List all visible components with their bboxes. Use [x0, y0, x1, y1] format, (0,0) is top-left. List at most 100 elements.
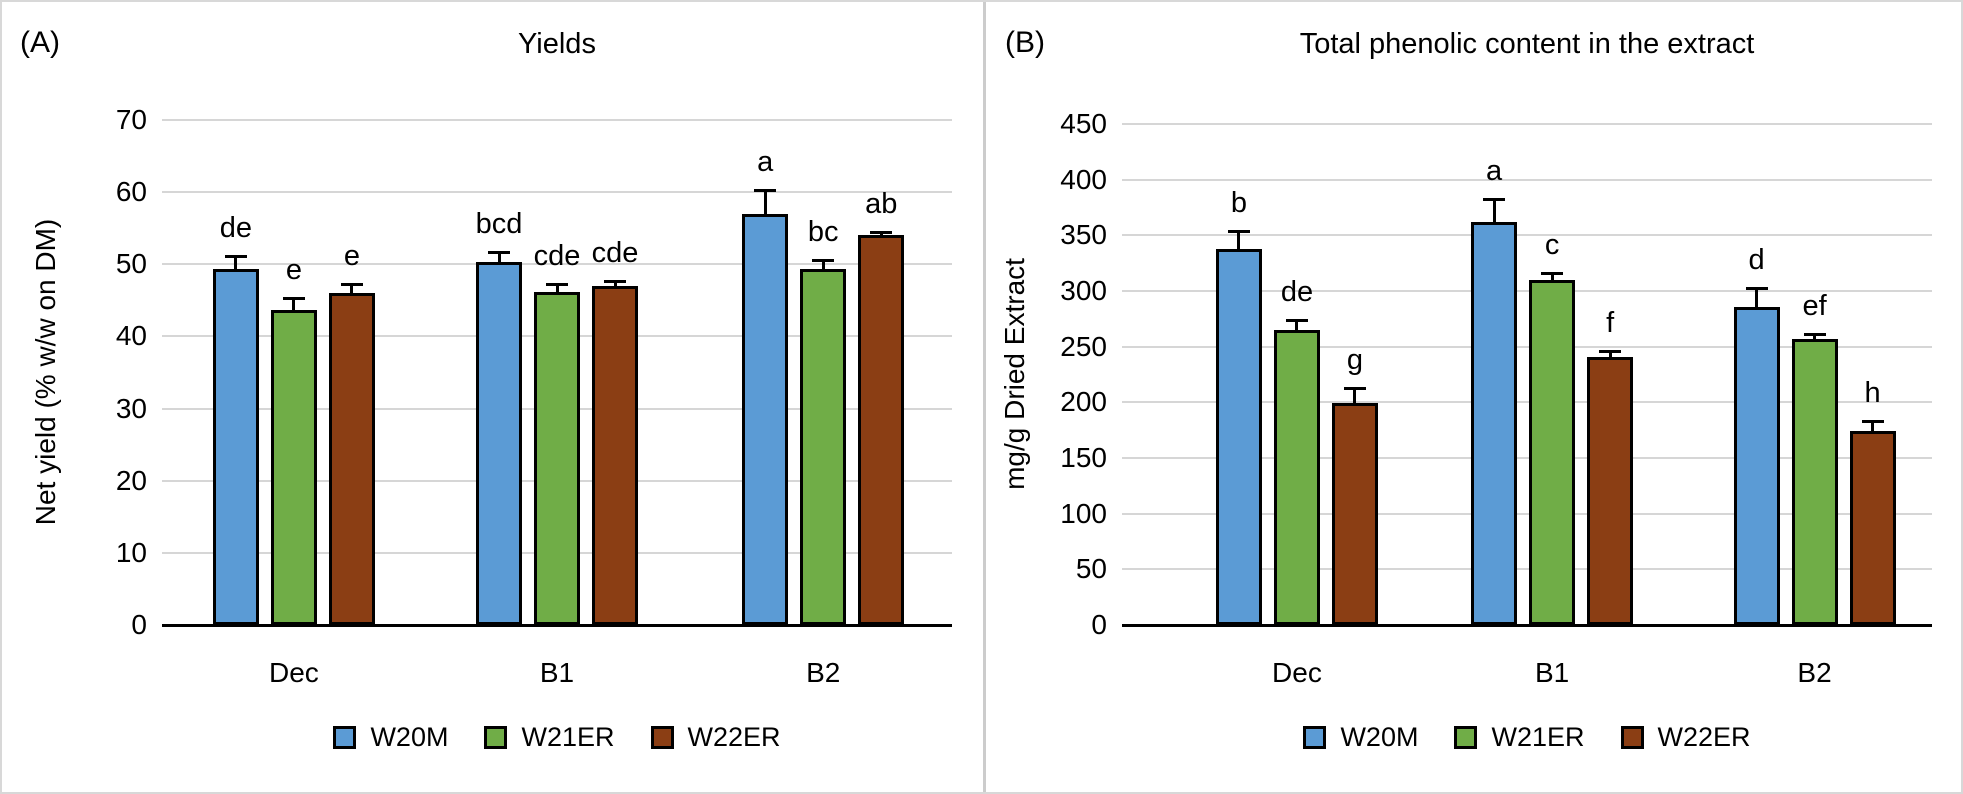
x-axis-line — [162, 624, 952, 627]
bar-w20m-dec — [1215, 248, 1262, 625]
legend-item-w21er: W21ER — [1454, 722, 1585, 752]
legend-item-w21er: W21ER — [484, 722, 615, 752]
y-tick-label: 450 — [1060, 108, 1107, 139]
x-tick-label: Dec — [269, 657, 319, 688]
y-tick-label: 60 — [115, 176, 147, 208]
legend-label: W21ER — [1491, 722, 1585, 752]
y-tick-label: 200 — [1060, 386, 1107, 418]
legend-swatch-w20m — [1303, 725, 1327, 749]
panel-b-phenolic: (B) Total phenolic content in the extrac… — [987, 2, 1961, 792]
gridline — [1122, 512, 1932, 515]
error-bar-line — [1608, 351, 1612, 357]
gridline — [1122, 234, 1932, 237]
y-tick-label: 40 — [115, 320, 147, 352]
panel-a-label: (A) — [20, 26, 60, 59]
legend-swatch-w21er — [484, 725, 508, 749]
gridline — [1122, 457, 1932, 459]
error-bar-cap — [1861, 420, 1884, 424]
legend-swatch-w21er — [1454, 725, 1478, 749]
significance-letter: d — [1748, 243, 1765, 276]
bar-w22er-b2 — [858, 235, 905, 625]
panel-b-chart-title: Total phenolic content in the extract — [1299, 28, 1755, 60]
legend-label: W21ER — [521, 722, 615, 752]
panel-a-legend: W20M W21ER W22ER — [162, 720, 952, 754]
bar-w20m-b2 — [1733, 306, 1780, 625]
gridline — [1122, 123, 1932, 125]
error-bar-line — [821, 259, 825, 269]
bar-w21er-b1 — [1529, 279, 1576, 625]
panel-b-label: (B) — [1005, 26, 1045, 59]
error-bar-cap — [1599, 350, 1622, 354]
significance-letter: ef — [1802, 290, 1827, 323]
error-bar-cap — [224, 255, 247, 259]
error-bar-cap — [1541, 272, 1564, 276]
error-bar-line — [613, 280, 617, 286]
significance-letter: de — [1280, 275, 1314, 308]
error-bar-line — [1237, 230, 1241, 249]
error-bar-cap — [1803, 333, 1826, 337]
error-bar-cap — [1745, 286, 1768, 290]
bar-w20m-b2 — [742, 213, 789, 625]
error-bar-line — [292, 298, 296, 310]
error-bar-cap — [1285, 318, 1308, 322]
x-tick-label: B1 — [539, 657, 575, 688]
error-bar-cap — [754, 188, 777, 192]
gridline — [1122, 568, 1932, 571]
gridline — [1122, 178, 1932, 181]
bar-w22er-dec — [1331, 403, 1378, 625]
gridline — [162, 119, 952, 121]
legend-label: W22ER — [687, 722, 781, 752]
error-bar-line — [497, 252, 501, 263]
y-tick-label: 350 — [1060, 219, 1107, 251]
error-bar-cap — [870, 230, 893, 234]
y-tick-label: 400 — [1060, 163, 1107, 195]
bar-w21er-b2 — [800, 268, 847, 625]
legend-label: W22ER — [1657, 722, 1751, 752]
bar-w22er-b1 — [1587, 356, 1634, 625]
error-bar-cap — [282, 297, 305, 301]
legend-label: W20M — [370, 722, 449, 752]
legend-item-w22er: W22ER — [650, 722, 781, 752]
x-tick-label: Dec — [1272, 657, 1322, 688]
error-bar-cap — [488, 251, 510, 255]
bar-w21er-b2 — [1791, 338, 1838, 625]
significance-letter: bc — [807, 215, 839, 248]
error-bar-line — [1813, 334, 1817, 339]
panel-b-legend: W20M W21ER W22ER — [1122, 720, 1932, 754]
error-bar-line — [234, 256, 238, 270]
y-tick-label: 100 — [1060, 497, 1107, 529]
bar-w21er-b1 — [534, 291, 580, 625]
y-tick-label: 0 — [131, 609, 147, 640]
significance-letter: ab — [865, 187, 898, 220]
gridline — [162, 191, 952, 194]
error-bar-cap — [1483, 197, 1506, 201]
error-bar-line — [555, 283, 559, 292]
gridline — [162, 263, 952, 266]
error-bar-cap — [546, 282, 568, 286]
significance-letter: cde — [533, 239, 581, 272]
legend-swatch-w22er — [1620, 725, 1644, 749]
significance-letter: b — [1230, 186, 1248, 219]
y-tick-label: 10 — [115, 536, 147, 568]
y-tick-label: 300 — [1060, 275, 1107, 306]
error-bar-line — [1492, 198, 1496, 222]
gridline — [1122, 345, 1932, 348]
x-tick-label: B2 — [806, 657, 841, 688]
significance-letter: e — [285, 254, 302, 287]
significance-letter: g — [1346, 343, 1364, 376]
x-axis-line — [1122, 624, 1932, 627]
error-bar-cap — [1343, 386, 1366, 390]
significance-letter: e — [343, 240, 360, 273]
legend-item-w20m: W20M — [1303, 722, 1418, 752]
y-tick-label: 70 — [115, 104, 147, 135]
bar-w20m-b1 — [1471, 221, 1518, 625]
panel-a-plot-area: 0 10 20 30 40 50 60 70 Dec de e e B1 bcd cde cde B2 a bc ab — [2, 2, 983, 792]
significance-letter: de — [219, 212, 253, 245]
gridline — [1122, 401, 1932, 404]
significance-letter: f — [1606, 307, 1615, 340]
bar-w20m-b1 — [476, 262, 522, 625]
legend-label: W20M — [1340, 722, 1419, 752]
error-bar-line — [1871, 421, 1875, 432]
panel-a-chart-title: Yields — [518, 28, 596, 60]
